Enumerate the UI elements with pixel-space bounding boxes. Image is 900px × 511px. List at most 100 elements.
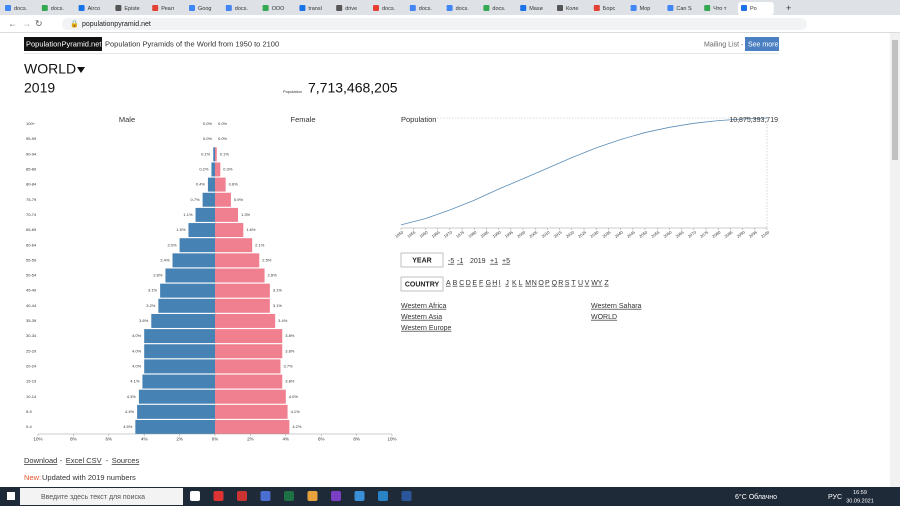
tab-title[interactable]: docs.: [456, 6, 470, 12]
country-letter[interactable]: Q: [552, 280, 558, 287]
footer-link[interactable]: Download: [24, 456, 57, 465]
taskbar-app[interactable]: [260, 491, 271, 501]
country-letter[interactable]: L: [519, 280, 523, 287]
tab-title[interactable]: docs.: [382, 6, 396, 12]
tab-title[interactable]: drive: [345, 6, 357, 12]
clock-time[interactable]: 16:59: [853, 490, 867, 496]
country-letter[interactable]: C: [459, 280, 464, 287]
url[interactable]: populationpyramid.net: [82, 21, 151, 28]
tab-title[interactable]: ООО: [272, 6, 286, 12]
country-link[interactable]: Western Sahara: [591, 303, 642, 310]
tab[interactable]: [149, 2, 185, 15]
tab-title[interactable]: docs.: [235, 6, 249, 12]
tab[interactable]: [259, 2, 296, 15]
tab[interactable]: [370, 2, 406, 15]
tab-title[interactable]: Коле: [566, 6, 578, 12]
country-link[interactable]: Western Africa: [401, 303, 446, 310]
year-step[interactable]: +1: [490, 258, 498, 265]
logo-box[interactable]: [24, 37, 102, 51]
taskbar-app[interactable]: [237, 491, 247, 501]
country-letter[interactable]: F: [479, 280, 483, 287]
taskbar-app[interactable]: [354, 491, 365, 501]
country-letter[interactable]: B: [453, 280, 458, 287]
back-button[interactable]: ←: [8, 18, 17, 28]
tab-title[interactable]: Борс: [603, 6, 616, 12]
tab[interactable]: [222, 2, 259, 15]
search-box[interactable]: [20, 488, 183, 505]
taskbar-app[interactable]: [307, 491, 318, 501]
tab-title[interactable]: Мор: [640, 6, 651, 12]
tab[interactable]: [627, 2, 664, 15]
clock-date[interactable]: 30.09.2021: [846, 498, 874, 504]
tab[interactable]: [296, 2, 333, 15]
forward-button[interactable]: →: [22, 18, 31, 28]
tab-title[interactable]: Po: [750, 6, 757, 12]
country-letter[interactable]: Y: [598, 280, 603, 287]
search-placeholder[interactable]: Введите здесь текст для поиска: [41, 494, 145, 501]
tab-title[interactable]: transl: [308, 6, 321, 12]
year-step[interactable]: +5: [502, 258, 510, 265]
country-letter[interactable]: P: [545, 280, 550, 287]
country-letter[interactable]: K: [512, 280, 517, 287]
tab[interactable]: [38, 2, 75, 15]
taskbar-app[interactable]: [378, 491, 388, 501]
tab[interactable]: [186, 2, 222, 15]
year-step[interactable]: -1: [457, 258, 463, 265]
tab[interactable]: [701, 2, 737, 15]
see-more[interactable]: See more: [748, 41, 778, 48]
country-letter[interactable]: Z: [604, 280, 609, 287]
country-link[interactable]: Western Asia: [401, 314, 442, 321]
tab-title[interactable]: Goog: [198, 6, 211, 12]
country-letter[interactable]: R: [558, 280, 563, 287]
country-letter[interactable]: N: [532, 280, 537, 287]
tab[interactable]: [517, 2, 553, 15]
country-letter[interactable]: D: [466, 280, 471, 287]
country-letter[interactable]: M: [525, 280, 531, 287]
tab-title[interactable]: docs.: [492, 6, 506, 12]
tab-title[interactable]: Can S: [676, 6, 692, 12]
weather[interactable]: 6°C Облачно: [735, 493, 777, 501]
country-letter[interactable]: S: [565, 280, 570, 287]
country-link[interactable]: Western Europe: [401, 325, 452, 332]
country-letter[interactable]: A: [446, 280, 451, 287]
tab[interactable]: [480, 2, 517, 15]
mailing-list[interactable]: Mailing List: [704, 41, 739, 48]
tab[interactable]: [112, 2, 149, 15]
tab-title[interactable]: Airco: [88, 6, 101, 12]
footer-link[interactable]: Excel CSV: [66, 456, 102, 465]
tab[interactable]: [738, 2, 774, 15]
reload-button[interactable]: ↻: [35, 18, 43, 28]
input-language[interactable]: РУС: [828, 494, 842, 501]
logo[interactable]: PopulationPyramid.net: [26, 39, 102, 48]
tab-title[interactable]: docs.: [51, 6, 65, 12]
country-letter[interactable]: I: [499, 280, 501, 287]
address-bar[interactable]: [62, 18, 807, 30]
country-letter[interactable]: G: [486, 280, 491, 287]
tab-title[interactable]: Episte: [124, 6, 139, 12]
country-letter[interactable]: U: [578, 280, 583, 287]
tab-title[interactable]: Реал: [161, 6, 174, 12]
tab[interactable]: [406, 2, 443, 15]
scrollbar[interactable]: [890, 33, 900, 487]
scrollbar-thumb[interactable]: [892, 40, 898, 160]
footer-link[interactable]: Sources: [112, 456, 140, 465]
tab[interactable]: [2, 2, 38, 15]
country-letter[interactable]: W: [591, 280, 598, 287]
start-button[interactable]: [7, 492, 15, 500]
taskbar-app[interactable]: [284, 491, 294, 501]
tab-title[interactable]: Что т: [713, 6, 727, 12]
taskbar-app[interactable]: [213, 491, 224, 501]
country-letter[interactable]: V: [585, 280, 590, 287]
taskbar-app[interactable]: [331, 491, 341, 501]
tab[interactable]: [443, 2, 480, 15]
country-letter[interactable]: T: [571, 280, 576, 287]
year-step[interactable]: -5: [448, 258, 454, 265]
region-name[interactable]: WORLD: [24, 61, 76, 77]
country-letter[interactable]: E: [472, 280, 477, 287]
dropdown-arrow[interactable]: [77, 67, 85, 73]
tab[interactable]: [590, 2, 627, 15]
tab-title[interactable]: docs.: [14, 6, 28, 12]
tab-title[interactable]: docs.: [419, 6, 433, 12]
new-tab[interactable]: +: [786, 3, 791, 13]
tab[interactable]: [554, 2, 590, 15]
